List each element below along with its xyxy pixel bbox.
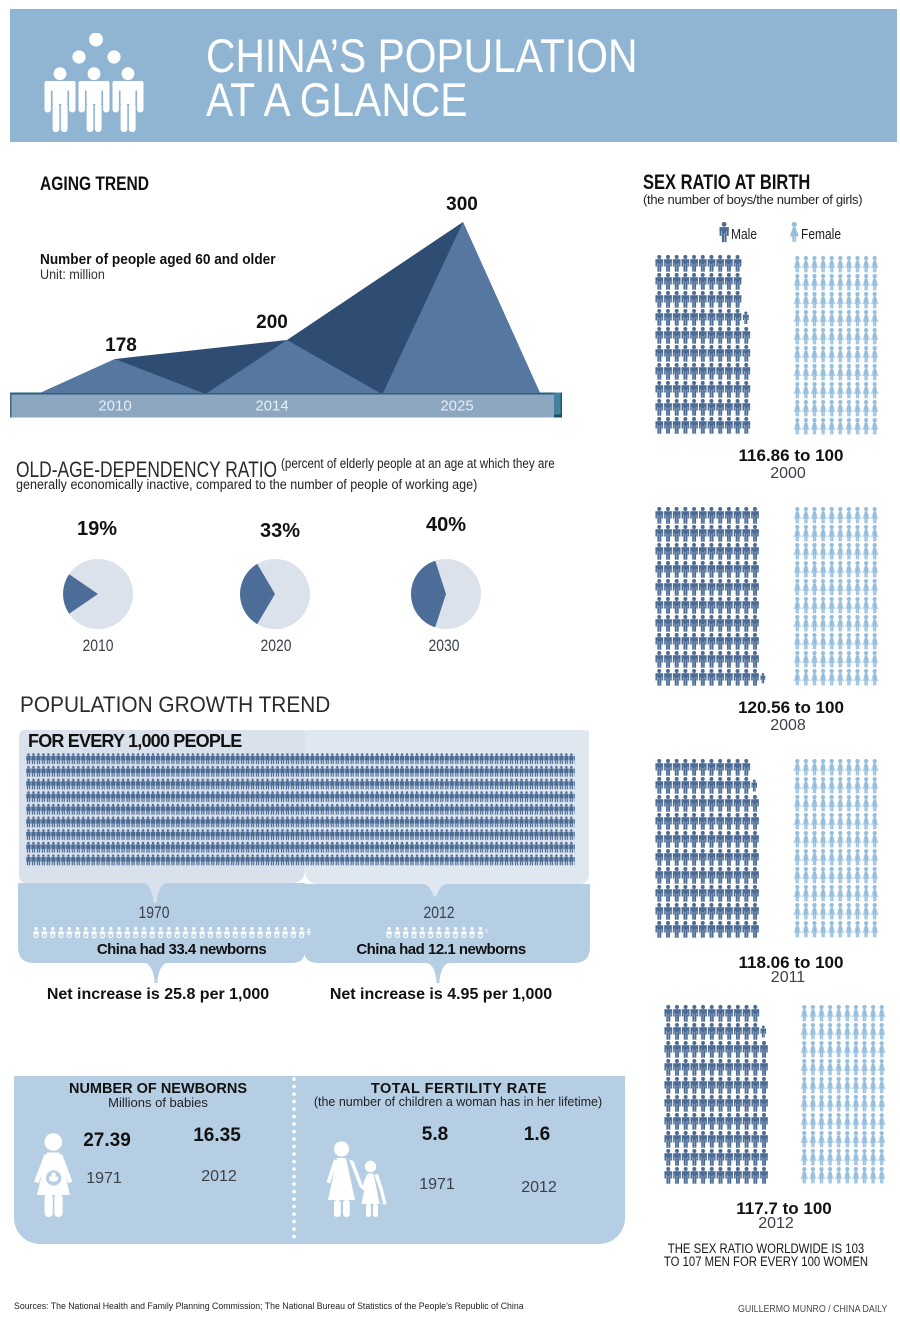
svg-text:2025: 2025 — [440, 398, 473, 415]
svg-text:2010: 2010 — [98, 398, 131, 415]
svg-text:2014: 2014 — [255, 398, 288, 415]
